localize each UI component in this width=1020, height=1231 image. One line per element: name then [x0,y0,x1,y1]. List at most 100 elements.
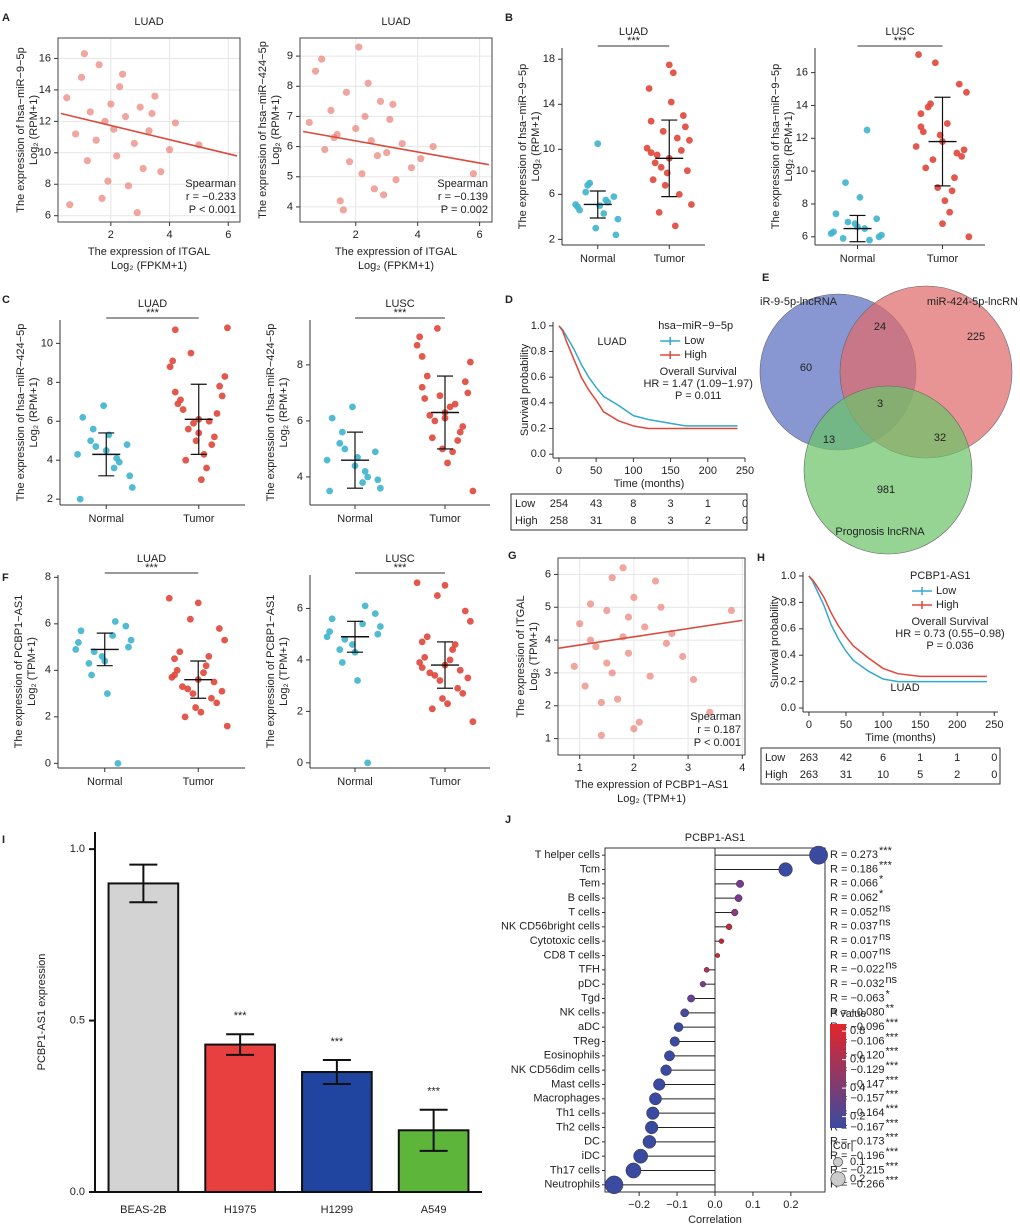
x-tick-label: 200 [699,465,717,477]
significance-label: * [879,874,884,886]
x-axis-label: The expression of ITGAL [88,246,210,258]
point [679,112,687,119]
significance-label: *** [879,859,893,871]
point [863,126,871,134]
point [213,410,221,417]
point [221,636,229,644]
panel-letter: C [2,294,10,306]
point [126,472,134,480]
point [582,188,590,196]
point [386,115,394,124]
point [376,623,384,630]
chart-title: LUSC [885,26,914,38]
point [86,108,94,116]
point [210,433,218,441]
lollipop-dot [604,1175,624,1194]
y-tick-label: 0.5 [70,1014,85,1026]
y-tick-label: 18 [543,53,555,65]
y-tick-label: 0.4 [531,397,546,409]
lollipop-dot [703,967,710,973]
y-axis-label: The expression of hsa−miR−9−5p [15,47,27,212]
risk-count: 263 [800,769,818,781]
significance-label: *** [885,1117,899,1129]
survival-curve [558,325,738,430]
point [661,181,669,189]
point [197,708,205,716]
point [461,607,469,615]
point [338,659,346,666]
point [115,458,123,466]
risk-count: 31 [590,515,602,527]
y-axis-label: The expression of PCBP1−AS1 [13,595,25,749]
significance-label: *** [427,1086,441,1098]
point [444,459,451,467]
point [444,700,451,708]
x-tick-label: 0.1 [745,1199,760,1211]
point [364,79,372,87]
point [133,208,141,217]
legend-label: High [684,349,707,361]
y-axis-label: The expression of hsa−miR−424−5p [15,324,27,502]
point [171,119,180,127]
significance-label: *** [394,562,408,574]
x-tick-label: BEAS-2B [120,1204,166,1216]
risk-count: 2 [954,769,960,781]
point [359,620,367,628]
point [203,464,210,472]
point [610,193,618,200]
x-tick-label: 1 [577,762,583,774]
point [431,417,439,425]
point [216,382,224,390]
point [586,179,594,187]
point [89,425,97,433]
venn-set-label: miR-424-5p-lncRN [927,296,1018,308]
x-tick-label: 0 [806,719,812,731]
x-tick-label: 0 [556,465,562,477]
y-tick-label: Tgd [581,992,600,1004]
point [647,149,655,157]
lollipop-dot [645,1120,659,1135]
point [689,675,698,684]
significance-label: *** [885,1017,899,1029]
point [218,687,226,695]
x-tick-label: 4 [415,229,421,241]
point [464,389,472,397]
color-bar [830,1024,846,1128]
risk-row-label: Low [515,498,535,510]
y-tick-label: 5 [287,171,293,183]
y-tick-label: 9 [287,50,293,62]
point [338,428,346,436]
x-tick-label: Tumor [927,253,959,265]
stat-label: P = 0.002 [441,204,488,216]
point [182,456,190,464]
point [95,61,103,69]
stat-label: Spearman [690,711,741,723]
venn-count: 13 [823,434,835,446]
point [373,152,382,160]
point [570,662,578,670]
significance-label: *** [894,35,908,47]
chart-title: LUAD [890,682,919,694]
point [917,123,925,131]
x-tick-label: Tumor [183,513,215,525]
point [364,473,372,481]
fit-line [302,130,490,166]
point [371,448,379,456]
x-tick-label: 0.0 [707,1199,722,1211]
point [727,606,736,615]
y-tick-label: Th17 cells [550,1164,601,1176]
point [941,197,949,205]
point [669,69,677,77]
risk-count: 6 [880,752,886,764]
risk-count: 3 [668,515,674,527]
significance-label: ns [885,974,897,986]
y-tick-label: 6 [45,210,51,222]
y-tick-label: 16 [39,52,51,64]
point [630,725,638,733]
point [189,690,197,697]
point [213,699,221,707]
risk-count: 8 [630,515,636,527]
value-label: R = 0.007 [830,949,878,961]
point [336,439,344,447]
y-tick-label: 5 [545,601,551,613]
